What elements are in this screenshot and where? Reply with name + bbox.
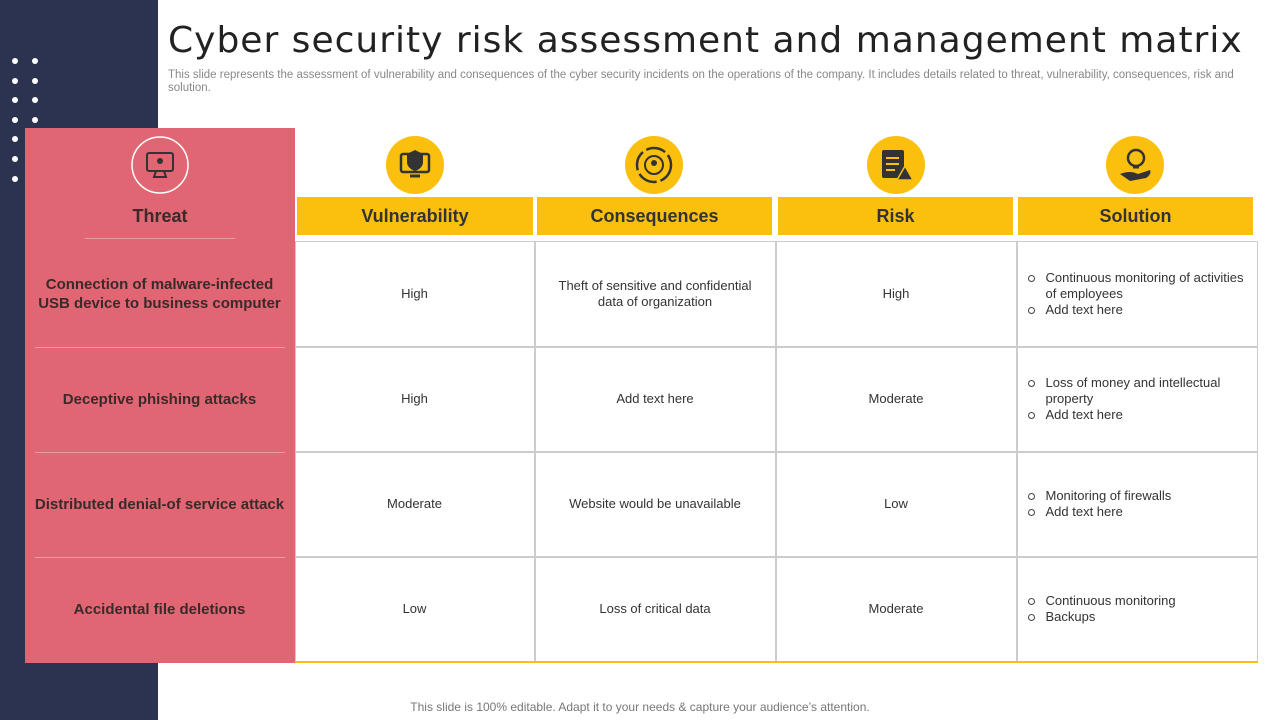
dot <box>32 97 38 104</box>
separator <box>35 452 285 453</box>
threat-panel <box>25 128 295 663</box>
solution-icon <box>1106 136 1164 194</box>
table-cell: High <box>294 240 535 347</box>
threat-cell: Accidental file deletions <box>73 600 246 618</box>
bullet-item: Loss of money and intellectual property <box>1027 375 1247 407</box>
table-cell: Loss of critical data <box>534 556 776 662</box>
separator <box>85 238 235 239</box>
dot <box>12 136 18 143</box>
threat-icon <box>131 136 189 194</box>
solution-cell: Loss of money and intellectual property A… <box>1016 346 1258 452</box>
solution-cell: Continuous monitoring Backups <box>1016 556 1258 662</box>
bullet-list: Continuous monitoring Backups <box>1027 593 1176 625</box>
title: Cyber security risk assessment and manag… <box>168 20 1243 61</box>
bullet-item: Monitoring of firewalls <box>1027 488 1171 504</box>
bullet-item: Backups <box>1027 609 1176 625</box>
bullet-list: Monitoring of firewalls Add text here <box>1027 488 1172 520</box>
threat-cell: Deceptive phishing attacks <box>62 390 257 408</box>
bullet-item: Continuous monitoring of activities of e… <box>1027 270 1247 302</box>
footer: This slide is 100% editable. Adapt it to… <box>410 700 870 714</box>
column-header: Threat <box>132 205 188 226</box>
dot <box>12 77 18 84</box>
solution-cell: Monitoring of firewalls Add text here <box>1016 451 1258 557</box>
bullet-item: Add text here <box>1027 504 1172 520</box>
bullet-list: Loss of money and intellectual property A… <box>1027 375 1247 423</box>
threat-cell: Connection of malware-infected USB devic… <box>38 275 281 312</box>
dot <box>32 58 38 64</box>
dot <box>32 77 38 84</box>
table-cell: Moderate <box>294 451 535 557</box>
table-cell: High <box>775 240 1017 347</box>
table-cell: Low <box>294 556 535 662</box>
dot <box>12 156 18 162</box>
bullet-list: Continuous monitoring of activities of e… <box>1027 270 1247 318</box>
dot <box>12 175 18 182</box>
column-header: Solution <box>1018 197 1253 235</box>
table-cell: Moderate <box>775 346 1017 452</box>
table-cell: Website would be unavailable <box>534 451 776 557</box>
subtitle: This slide represents the assessment of … <box>168 69 1234 94</box>
bullet-item: Add text here <box>1027 407 1247 423</box>
column-header: Vulnerability <box>297 197 533 235</box>
solution-cell: Continuous monitoring of activities of e… <box>1016 240 1258 347</box>
separator <box>35 557 285 558</box>
table-cell: Low <box>775 451 1017 557</box>
risk-icon <box>867 136 925 194</box>
threat-cell: Distributed denial-of service attack <box>34 495 285 513</box>
consequences-icon <box>625 136 683 194</box>
table-cell: Moderate <box>775 556 1017 662</box>
bullet-item: Add text here <box>1027 302 1247 318</box>
table-cell: Theft of sensitive and confidential data… <box>534 240 776 347</box>
bottom-rule <box>295 661 1258 663</box>
separator <box>35 347 285 348</box>
dot <box>32 116 38 123</box>
vulnerability-icon <box>386 136 444 194</box>
bullet-item: Continuous monitoring <box>1027 593 1176 609</box>
dot <box>12 116 18 123</box>
column-header: Consequences <box>537 197 772 235</box>
dot <box>12 97 18 104</box>
column-header: Risk <box>778 197 1013 235</box>
dot <box>12 58 18 64</box>
table-cell: High <box>294 346 535 452</box>
table-cell: Add text here <box>534 346 776 452</box>
